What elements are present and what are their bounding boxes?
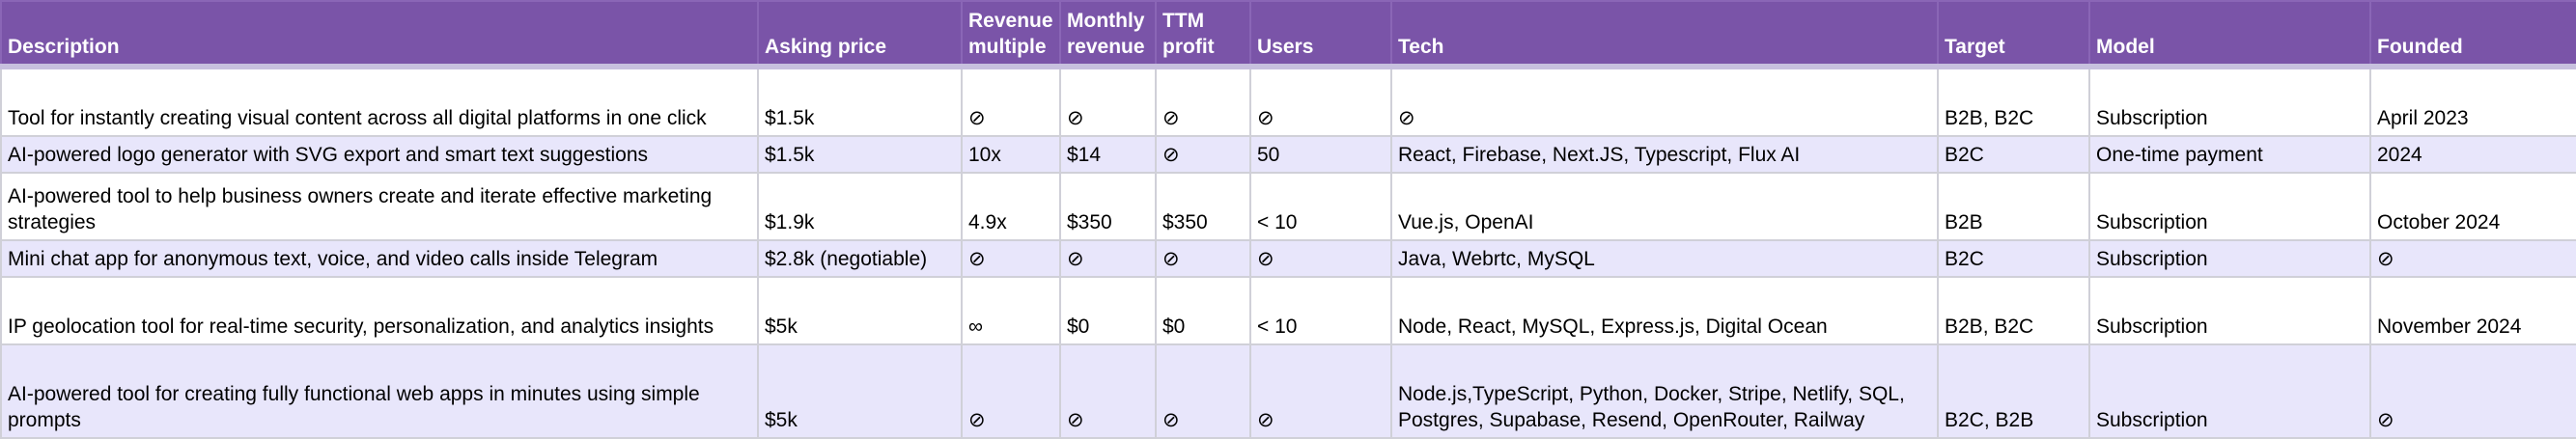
column-header-description[interactable]: Description — [0, 0, 759, 69]
cell-founded[interactable]: November 2024 — [2369, 276, 2576, 345]
cell-description[interactable]: Mini chat app for anonymous text, voice,… — [0, 239, 759, 278]
cell-monthly-revenue[interactable]: ⊘ — [1059, 239, 1157, 278]
column-header-model[interactable]: Model — [2088, 0, 2371, 69]
cell-description[interactable]: Tool for instantly creating visual conte… — [0, 66, 759, 137]
cell-founded[interactable]: October 2024 — [2369, 172, 2576, 241]
cell-target[interactable]: B2C, B2B — [1937, 343, 2090, 439]
cell-asking-price[interactable]: $5k — [757, 276, 963, 345]
cell-asking-price[interactable]: $1.9k — [757, 172, 963, 241]
cell-revenue-multiple[interactable]: 10x — [961, 135, 1061, 174]
cell-model[interactable]: Subscription — [2088, 239, 2371, 278]
header-row: Description Asking price Revenue multipl… — [0, 0, 2576, 69]
cell-ttm-profit[interactable]: ⊘ — [1155, 66, 1251, 137]
cell-ttm-profit[interactable]: $0 — [1155, 276, 1251, 345]
cell-founded[interactable]: ⊘ — [2369, 343, 2576, 439]
cell-users[interactable]: < 10 — [1249, 172, 1392, 241]
cell-monthly-revenue[interactable]: ⊘ — [1059, 66, 1157, 137]
cell-monthly-revenue[interactable]: $0 — [1059, 276, 1157, 345]
table-row: AI-powered logo generator with SVG expor… — [0, 135, 2576, 174]
cell-founded[interactable]: April 2023 — [2369, 66, 2576, 137]
cell-tech[interactable]: Node.js,TypeScript, Python, Docker, Stri… — [1390, 343, 1939, 439]
cell-users[interactable]: < 10 — [1249, 276, 1392, 345]
cell-target[interactable]: B2C — [1937, 135, 2090, 174]
cell-tech[interactable]: Java, Webrtc, MySQL — [1390, 239, 1939, 278]
cell-monthly-revenue[interactable]: ⊘ — [1059, 343, 1157, 439]
cell-users[interactable]: ⊘ — [1249, 239, 1392, 278]
cell-description[interactable]: AI-powered logo generator with SVG expor… — [0, 135, 759, 174]
cell-ttm-profit[interactable]: ⊘ — [1155, 239, 1251, 278]
cell-description[interactable]: AI-powered tool to help business owners … — [0, 172, 759, 241]
column-header-revenue-multiple[interactable]: Revenue multiple — [961, 0, 1061, 69]
cell-revenue-multiple[interactable]: ∞ — [961, 276, 1061, 345]
cell-asking-price[interactable]: $2.8k (negotiable) — [757, 239, 963, 278]
cell-description[interactable]: IP geolocation tool for real-time securi… — [0, 276, 759, 345]
cell-revenue-multiple[interactable]: ⊘ — [961, 239, 1061, 278]
cell-target[interactable]: B2B — [1937, 172, 2090, 241]
cell-asking-price[interactable]: $1.5k — [757, 135, 963, 174]
cell-founded[interactable]: ⊘ — [2369, 239, 2576, 278]
cell-model[interactable]: One-time payment — [2088, 135, 2371, 174]
cell-users[interactable]: ⊘ — [1249, 343, 1392, 439]
cell-users[interactable]: ⊘ — [1249, 66, 1392, 137]
cell-target[interactable]: B2B, B2C — [1937, 276, 2090, 345]
cell-model[interactable]: Subscription — [2088, 276, 2371, 345]
cell-monthly-revenue[interactable]: $14 — [1059, 135, 1157, 174]
column-header-tech[interactable]: Tech — [1390, 0, 1939, 69]
column-header-ttm-profit[interactable]: TTM profit — [1155, 0, 1251, 69]
cell-tech[interactable]: Node, React, MySQL, Express.js, Digital … — [1390, 276, 1939, 345]
column-header-founded[interactable]: Founded — [2369, 0, 2576, 69]
cell-revenue-multiple[interactable]: 4.9x — [961, 172, 1061, 241]
table-row: AI-powered tool to help business owners … — [0, 172, 2576, 241]
cell-target[interactable]: B2B, B2C — [1937, 66, 2090, 137]
cell-users[interactable]: 50 — [1249, 135, 1392, 174]
cell-model[interactable]: Subscription — [2088, 343, 2371, 439]
cell-revenue-multiple[interactable]: ⊘ — [961, 66, 1061, 137]
cell-ttm-profit[interactable]: $350 — [1155, 172, 1251, 241]
table-row: Tool for instantly creating visual conte… — [0, 66, 2576, 137]
cell-asking-price[interactable]: $1.5k — [757, 66, 963, 137]
table-row: AI-powered tool for creating fully funct… — [0, 343, 2576, 439]
cell-monthly-revenue[interactable]: $350 — [1059, 172, 1157, 241]
cell-ttm-profit[interactable]: ⊘ — [1155, 343, 1251, 439]
cell-tech[interactable]: React, Firebase, Next.JS, Typescript, Fl… — [1390, 135, 1939, 174]
cell-asking-price[interactable]: $5k — [757, 343, 963, 439]
cell-description[interactable]: AI-powered tool for creating fully funct… — [0, 343, 759, 439]
cell-model[interactable]: Subscription — [2088, 172, 2371, 241]
cell-model[interactable]: Subscription — [2088, 66, 2371, 137]
column-header-users[interactable]: Users — [1249, 0, 1392, 69]
table-row: IP geolocation tool for real-time securi… — [0, 276, 2576, 345]
column-header-target[interactable]: Target — [1937, 0, 2090, 69]
column-header-monthly-revenue[interactable]: Monthly revenue — [1059, 0, 1157, 69]
cell-tech[interactable]: ⊘ — [1390, 66, 1939, 137]
table-row: Mini chat app for anonymous text, voice,… — [0, 239, 2576, 278]
cell-ttm-profit[interactable]: ⊘ — [1155, 135, 1251, 174]
cell-revenue-multiple[interactable]: ⊘ — [961, 343, 1061, 439]
column-header-asking-price[interactable]: Asking price — [757, 0, 963, 69]
cell-target[interactable]: B2C — [1937, 239, 2090, 278]
cell-tech[interactable]: Vue.js, OpenAI — [1390, 172, 1939, 241]
cell-founded[interactable]: 2024 — [2369, 135, 2576, 174]
